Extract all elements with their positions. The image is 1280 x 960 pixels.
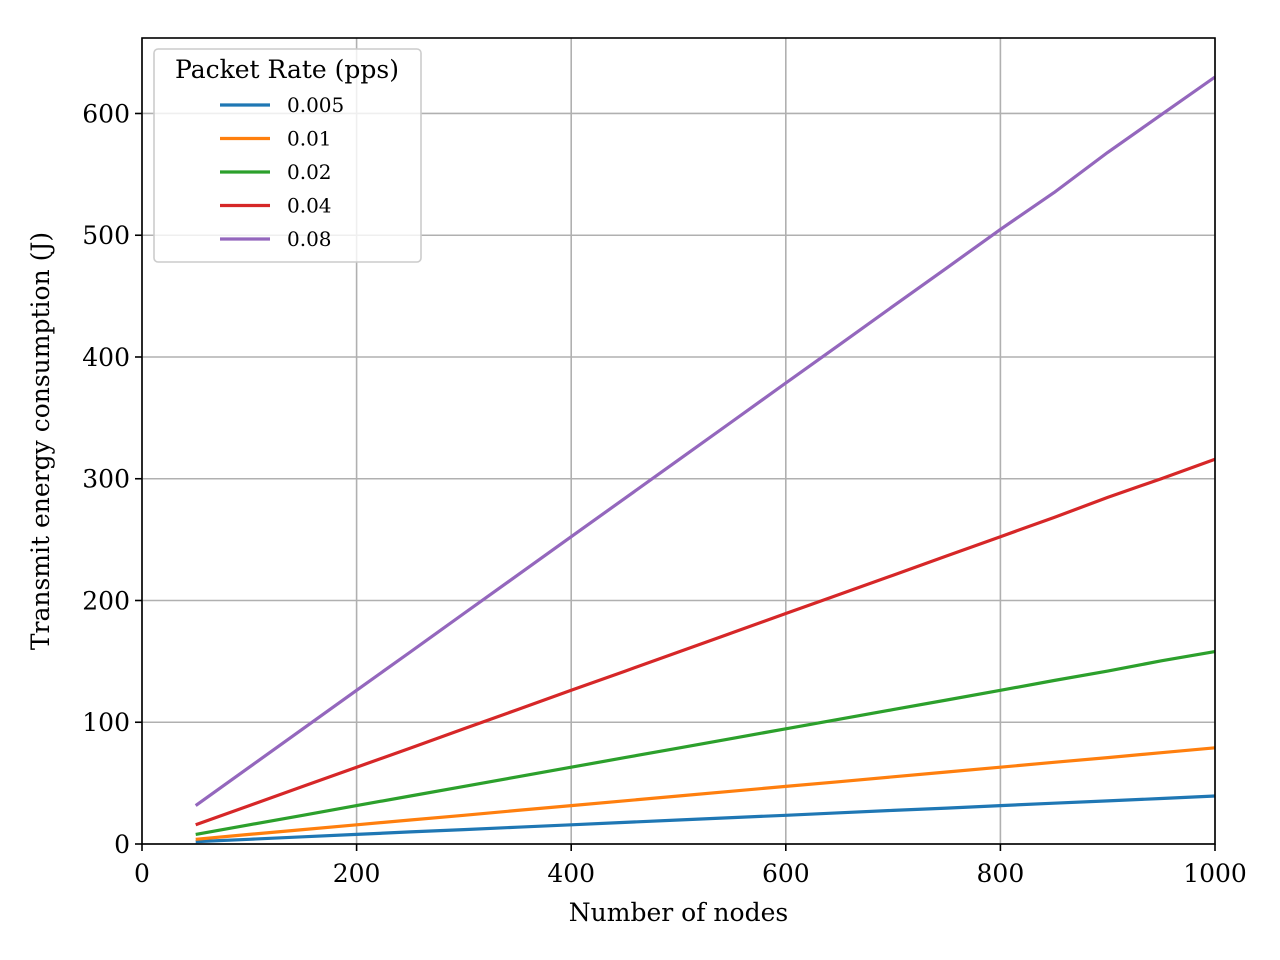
series-line-0.01 [195, 746, 1216, 841]
series-line-0.08 [194, 75, 1216, 807]
y-tick-label: 300 [82, 465, 130, 494]
y-tick-label: 600 [82, 99, 130, 128]
legend-label-0.005: 0.005 [287, 93, 344, 117]
series-line-0.04 [195, 457, 1216, 827]
legend-title: Packet Rate (pps) [175, 55, 399, 84]
axis-ticks: 0 200 400 600 800 1000 0 100 200 300 400 500 600 [82, 99, 1247, 888]
series-line-0.005 [195, 794, 1216, 844]
series-lines [194, 75, 1216, 844]
x-tick-label: 800 [977, 859, 1025, 888]
x-axis-label: Number of nodes [569, 898, 788, 927]
x-tick-label: 1000 [1183, 859, 1247, 888]
legend-label-0.01: 0.01 [287, 127, 332, 151]
y-axis-label: Transmit energy consumption (J) [26, 232, 55, 650]
y-tick-label: 200 [82, 586, 130, 615]
plot-frame [141, 37, 1216, 845]
x-tick-label: 600 [762, 859, 810, 888]
y-tick-label: 0 [114, 830, 130, 859]
y-tick-label: 500 [82, 221, 130, 250]
x-tick-label: 200 [333, 859, 381, 888]
x-tick-label: 0 [134, 859, 150, 888]
x-tick-label: 400 [547, 859, 595, 888]
legend-label-0.02: 0.02 [287, 160, 332, 184]
legend-box [153, 48, 422, 263]
y-tick-label: 400 [82, 343, 130, 372]
legend-label-0.08: 0.08 [287, 227, 332, 251]
legend: Packet Rate (pps) 0.005 0.01 0.02 0.04 0.08 [153, 48, 422, 263]
series-line-0.02 [195, 650, 1216, 836]
y-tick-label: 100 [82, 708, 130, 737]
legend-label-0.04: 0.04 [287, 194, 332, 218]
